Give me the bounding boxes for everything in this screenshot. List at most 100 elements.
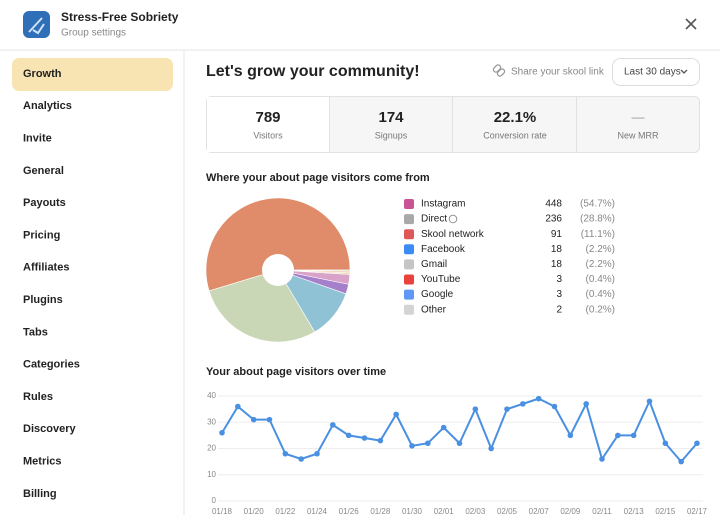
source-icon [404, 274, 414, 285]
legend-count: 3 [556, 289, 562, 300]
nav-item[interactable]: Tabs [23, 326, 48, 338]
stat-label: Signups [375, 130, 408, 140]
y-tick-label: 10 [207, 470, 216, 479]
data-point [425, 440, 431, 447]
legend-name: Instagram [421, 199, 465, 210]
source-icon [404, 199, 414, 209]
range-chevron [680, 69, 688, 74]
legend-count: 448 [545, 199, 562, 210]
source-icon [404, 244, 414, 255]
stat-value: — [632, 109, 645, 124]
pie-slice [205, 197, 351, 292]
x-tick-label: 01/24 [307, 507, 328, 515]
data-point [314, 450, 320, 457]
source-icon [404, 229, 414, 240]
data-point [520, 401, 526, 407]
data-point [298, 456, 304, 462]
data-point [646, 398, 653, 405]
y-tick-label: 30 [207, 417, 216, 426]
source-icon [404, 304, 414, 315]
close-button[interactable] [685, 18, 697, 30]
nav-item[interactable]: Affiliates [23, 262, 69, 274]
x-tick-label: 01/30 [402, 507, 423, 515]
nav-item[interactable]: Pricing [23, 229, 60, 241]
data-point [266, 416, 273, 423]
data-point [488, 445, 494, 452]
data-point [219, 429, 225, 436]
data-point [694, 440, 700, 447]
legend-name: Facebook [421, 244, 466, 255]
legend-name: Google [421, 289, 454, 300]
range-button[interactable] [612, 58, 700, 86]
stat-label: New MRR [617, 130, 659, 140]
nav-item[interactable]: Analytics [23, 100, 72, 112]
group-subtitle: Group settings [61, 28, 126, 39]
legend-share: (11.1%) [581, 229, 615, 240]
legend-count: 236 [545, 214, 562, 225]
stat-label: Visitors [253, 130, 283, 140]
y-tick-label: 40 [207, 391, 216, 400]
legend-share: (2.2%) [586, 259, 615, 270]
legend-count: 91 [551, 229, 563, 240]
x-tick-label: 02/15 [655, 507, 676, 515]
logo-art [28, 17, 45, 35]
data-point [535, 395, 542, 402]
legend-share: (0.2%) [586, 304, 615, 315]
legend-share: (0.4%) [586, 289, 615, 300]
data-point [282, 450, 289, 457]
share-link[interactable]: Share your skool link [511, 67, 605, 78]
data-point [615, 432, 621, 439]
page-title: Let's grow your community! [206, 63, 420, 80]
stat-value: 22.1% [494, 109, 537, 126]
data-point [678, 458, 684, 465]
x-tick-label: 02/05 [497, 507, 518, 515]
nav-item[interactable]: Discovery [23, 423, 76, 435]
x-tick-label: 02/07 [529, 507, 550, 515]
nav-item[interactable]: Billing [23, 488, 57, 500]
stat-value: 789 [255, 109, 280, 126]
data-point [599, 456, 605, 462]
range-label: Last 30 days [624, 67, 681, 78]
y-tick-label: 0 [212, 496, 217, 505]
stat-value: 174 [378, 109, 404, 126]
data-point [662, 440, 669, 447]
legend-share: (28.8%) [580, 214, 615, 225]
stat-label: Conversion rate [483, 130, 547, 140]
legend-count: 2 [556, 304, 562, 315]
data-point [583, 401, 589, 407]
nav-item[interactable]: Growth [23, 68, 62, 80]
source-icon [404, 214, 414, 225]
help-icon[interactable] [448, 214, 458, 224]
nav-item[interactable]: Payouts [23, 197, 66, 209]
nav-item[interactable]: Plugins [23, 294, 63, 306]
data-point [472, 406, 479, 412]
x-tick-label: 01/28 [370, 507, 391, 515]
nav-item[interactable]: Categories [23, 359, 80, 371]
data-point [630, 432, 637, 439]
data-point [361, 435, 368, 441]
x-tick-label: 01/18 [212, 507, 233, 515]
chart-title: Where your about page visitors come from [206, 172, 430, 184]
x-tick-label: 02/13 [624, 507, 645, 515]
group-title: Stress-Free Sobriety [61, 10, 179, 24]
nav-item[interactable]: General [23, 165, 64, 177]
nav-item[interactable]: Metrics [23, 456, 62, 468]
data-point [393, 411, 399, 418]
x-tick-label: 02/01 [434, 507, 455, 515]
data-point [551, 403, 558, 410]
nav-item[interactable]: Invite [23, 133, 52, 145]
x-tick-label: 01/26 [339, 507, 360, 515]
data-point [377, 437, 384, 444]
nav-active-bg [12, 58, 173, 91]
chart-title: Your about page visitors over time [206, 366, 386, 378]
data-point [250, 416, 257, 423]
x-tick-label: 02/11 [592, 507, 612, 515]
data-point [409, 443, 415, 449]
nav-item[interactable]: Rules [23, 391, 53, 403]
data-point [345, 432, 352, 439]
pie-hole [262, 254, 294, 286]
legend-count: 18 [551, 259, 563, 270]
source-icon [404, 259, 414, 270]
pie-slice [277, 269, 351, 272]
link-icon [492, 64, 506, 77]
